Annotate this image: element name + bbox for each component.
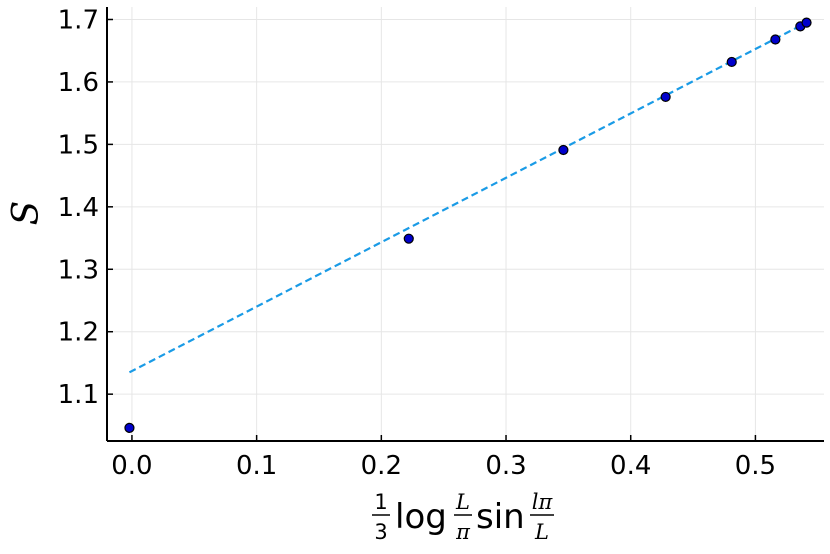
data-point-4 [726, 56, 737, 68]
grid [107, 7, 824, 441]
data-point-1 [403, 233, 414, 244]
y-tick-label-6: 1.7 [58, 5, 99, 35]
x-tick-label-1: 0.1 [236, 451, 277, 481]
data-point-2 [558, 144, 569, 156]
fit-line-path [128, 21, 808, 374]
data-point-0 [124, 422, 135, 433]
x-tick-label-2: 0.2 [361, 451, 402, 481]
y-tick-label-1: 1.2 [58, 318, 99, 348]
x-tick-label-3: 0.3 [485, 451, 526, 481]
x-title-frac-den: 3 [374, 520, 387, 544]
y-tick-label-2: 1.3 [58, 255, 99, 285]
x-axis-title: 1 3 log L π sin lπ L [372, 490, 554, 544]
x-title-frac-num: 1 [374, 490, 387, 514]
axes [106, 7, 824, 442]
y-tick-label-5: 1.6 [58, 68, 99, 98]
data-point-5 [770, 34, 781, 45]
y-tick-label-4: 1.5 [58, 130, 99, 160]
x-title-log-den: π [455, 520, 471, 544]
x-title-sin-den: L [534, 520, 549, 544]
x-tick-label-0: 0.0 [111, 451, 152, 481]
x-title-log: log [395, 497, 447, 537]
data-point-3 [660, 91, 671, 103]
x-tick-label-4: 0.4 [610, 451, 651, 481]
x-tick-label-5: 0.5 [735, 451, 776, 481]
data-point-7 [801, 17, 812, 28]
x-title-sin-num: lπ [532, 490, 554, 514]
fit-line [128, 21, 808, 374]
data-points [124, 17, 812, 433]
x-title-sin: sin [476, 497, 525, 537]
y-tick-label-3: 1.4 [58, 193, 99, 223]
y-tick-label-0: 1.1 [58, 380, 99, 410]
ticks: 0.0 0.1 0.2 0.3 0.4 0.5 1.1 1.2 1.3 1.4 1.5 1.6 1.7 [58, 5, 776, 481]
x-title-log-num: L [455, 490, 470, 514]
y-axis-title: S [6, 201, 47, 226]
